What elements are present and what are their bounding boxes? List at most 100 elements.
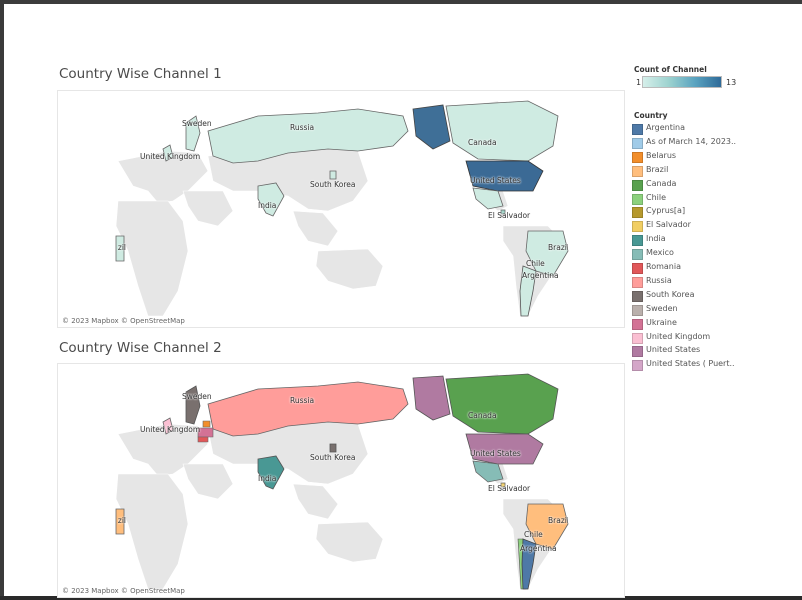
legend-swatch bbox=[632, 249, 643, 261]
legend-label: Brazil bbox=[646, 164, 669, 174]
map2-label-india: India bbox=[258, 474, 277, 483]
legend-swatch bbox=[632, 193, 643, 205]
map1-seasia-base bbox=[292, 210, 339, 247]
map2-romania-shape bbox=[197, 436, 209, 443]
map2-label-argentina: Argentina bbox=[520, 544, 557, 553]
map2-australia-base bbox=[315, 521, 384, 563]
legend-label: India bbox=[646, 234, 666, 244]
map1-attribution[interactable]: © 2023 Mapbox © OpenStreetMap bbox=[62, 317, 185, 325]
legend-swatch bbox=[632, 290, 643, 302]
map1-australia-base bbox=[315, 248, 384, 290]
map1-brazil-shape bbox=[525, 230, 569, 277]
map2-label-sweden: Sweden bbox=[182, 392, 212, 401]
legend-label: United States bbox=[646, 345, 701, 355]
map2-mexico-shape bbox=[472, 460, 504, 483]
map1-argentina-shape bbox=[519, 265, 537, 317]
legend-swatch bbox=[632, 207, 643, 219]
map1-skorea-shape bbox=[329, 170, 337, 180]
legend-swatch bbox=[632, 318, 643, 330]
legend-swatch bbox=[632, 263, 643, 274]
window-top-edge bbox=[0, 0, 802, 4]
map1-label-brazil: Brazil bbox=[548, 243, 568, 252]
map2-us-shape bbox=[465, 433, 544, 465]
window-bottom-edge bbox=[0, 596, 802, 600]
map1-canvas bbox=[115, 100, 569, 317]
map1-label-elsalvador: El Salvador bbox=[488, 211, 531, 220]
map2-russia-shape bbox=[207, 381, 409, 437]
legend-label: Mexico bbox=[646, 248, 674, 258]
legend-label: As of March 14, 2023.. bbox=[646, 136, 737, 146]
legend-label: United Kingdom bbox=[646, 331, 711, 341]
legend-swatch bbox=[632, 124, 643, 135]
map2-attribution[interactable]: © 2023 Mapbox © OpenStreetMap bbox=[62, 587, 185, 595]
map1-label-argentina: Argentina bbox=[522, 271, 559, 280]
legend-swatch bbox=[632, 346, 643, 358]
count-legend-max: 13 bbox=[726, 78, 737, 87]
legend-label: United States ( Puert.. bbox=[646, 359, 735, 369]
legend-swatch bbox=[632, 304, 643, 316]
legend-label: Chile bbox=[646, 192, 667, 202]
map1-mexico-shape bbox=[472, 187, 504, 210]
legend-swatch bbox=[632, 137, 643, 149]
map1-sweden-shape bbox=[185, 115, 201, 152]
map2-label-brazil: Brazil bbox=[548, 516, 568, 525]
legend-label: Romania bbox=[646, 262, 681, 271]
count-legend-title: Count of Channel bbox=[634, 65, 707, 74]
legend-label: Ukraine bbox=[646, 317, 677, 327]
map1-uk-shape bbox=[162, 144, 174, 162]
map2-europe-base bbox=[117, 423, 209, 477]
map2-argentina-shape bbox=[521, 538, 537, 590]
map1-russia-shape bbox=[207, 108, 409, 164]
map2-label-russia: Russia bbox=[290, 396, 315, 405]
map1-label-russia: Russia bbox=[290, 123, 315, 132]
map1-label-canada: Canada bbox=[468, 138, 497, 147]
legend-swatch bbox=[632, 221, 643, 233]
map1-label-india: India bbox=[258, 201, 277, 210]
map2-frame[interactable]: Sweden Russia United Kingdom Canada Unit… bbox=[57, 363, 625, 598]
legend-label: Russia bbox=[646, 275, 672, 285]
legend-label: Sweden bbox=[646, 303, 678, 313]
count-legend-gradient bbox=[642, 76, 722, 88]
legend-label: South Korea bbox=[646, 289, 695, 299]
map1-mideast-base bbox=[182, 190, 234, 227]
map1-label-uk: United Kingdom bbox=[140, 152, 201, 161]
map2-label-chile: Chile bbox=[524, 530, 543, 539]
legend-swatch bbox=[632, 151, 643, 163]
map1-africa-base bbox=[115, 200, 189, 317]
legend-swatch bbox=[632, 179, 643, 191]
map1-label-brazil-left: Brazil bbox=[118, 243, 126, 252]
legend-swatch bbox=[632, 276, 643, 288]
legend-label: Canada bbox=[646, 178, 677, 188]
country-legend-title: Country bbox=[634, 111, 668, 120]
legend-label: El Salvador bbox=[646, 220, 691, 230]
map1-brazil-left-shape bbox=[115, 235, 125, 262]
map2-uk-shape bbox=[162, 417, 174, 435]
map1-us-shape bbox=[465, 160, 544, 192]
map2-belarus-shape bbox=[202, 420, 211, 428]
map2-elsalvador-shape bbox=[500, 482, 506, 488]
map1-elsalvador-shape bbox=[500, 209, 506, 215]
map1-alaska-shape bbox=[412, 104, 451, 150]
map2-canvas bbox=[115, 373, 569, 590]
map1-label-chile: Chile bbox=[526, 259, 545, 268]
map2-sweden-shape bbox=[185, 385, 201, 425]
map2-label-canada: Canada bbox=[468, 411, 497, 420]
map2-india-shape bbox=[257, 455, 285, 490]
legend-label: Belarus bbox=[646, 150, 677, 160]
map2-label-brazil-left: Brazil bbox=[118, 516, 126, 525]
map2-ukraine-shape bbox=[197, 427, 214, 438]
map1-label-us: United States bbox=[470, 176, 521, 185]
map2-africa-base bbox=[115, 473, 189, 590]
map1-frame[interactable]: Sweden Russia United Kingdom Canada Unit… bbox=[57, 90, 625, 328]
map2-canada-shape bbox=[445, 373, 559, 435]
map2-alaska-shape bbox=[412, 375, 451, 421]
legend-swatch bbox=[632, 332, 643, 344]
map2-mideast-base bbox=[182, 463, 234, 500]
map2-label-us: United States bbox=[470, 449, 521, 458]
map2-label-skorea: South Korea bbox=[310, 453, 356, 462]
map1-label-sweden: Sweden bbox=[182, 119, 212, 128]
legend-swatch bbox=[632, 360, 643, 372]
map2-label-elsalvador: El Salvador bbox=[488, 484, 531, 493]
count-legend-min: 1 bbox=[636, 78, 642, 87]
map1-label-skorea: South Korea bbox=[310, 180, 356, 189]
